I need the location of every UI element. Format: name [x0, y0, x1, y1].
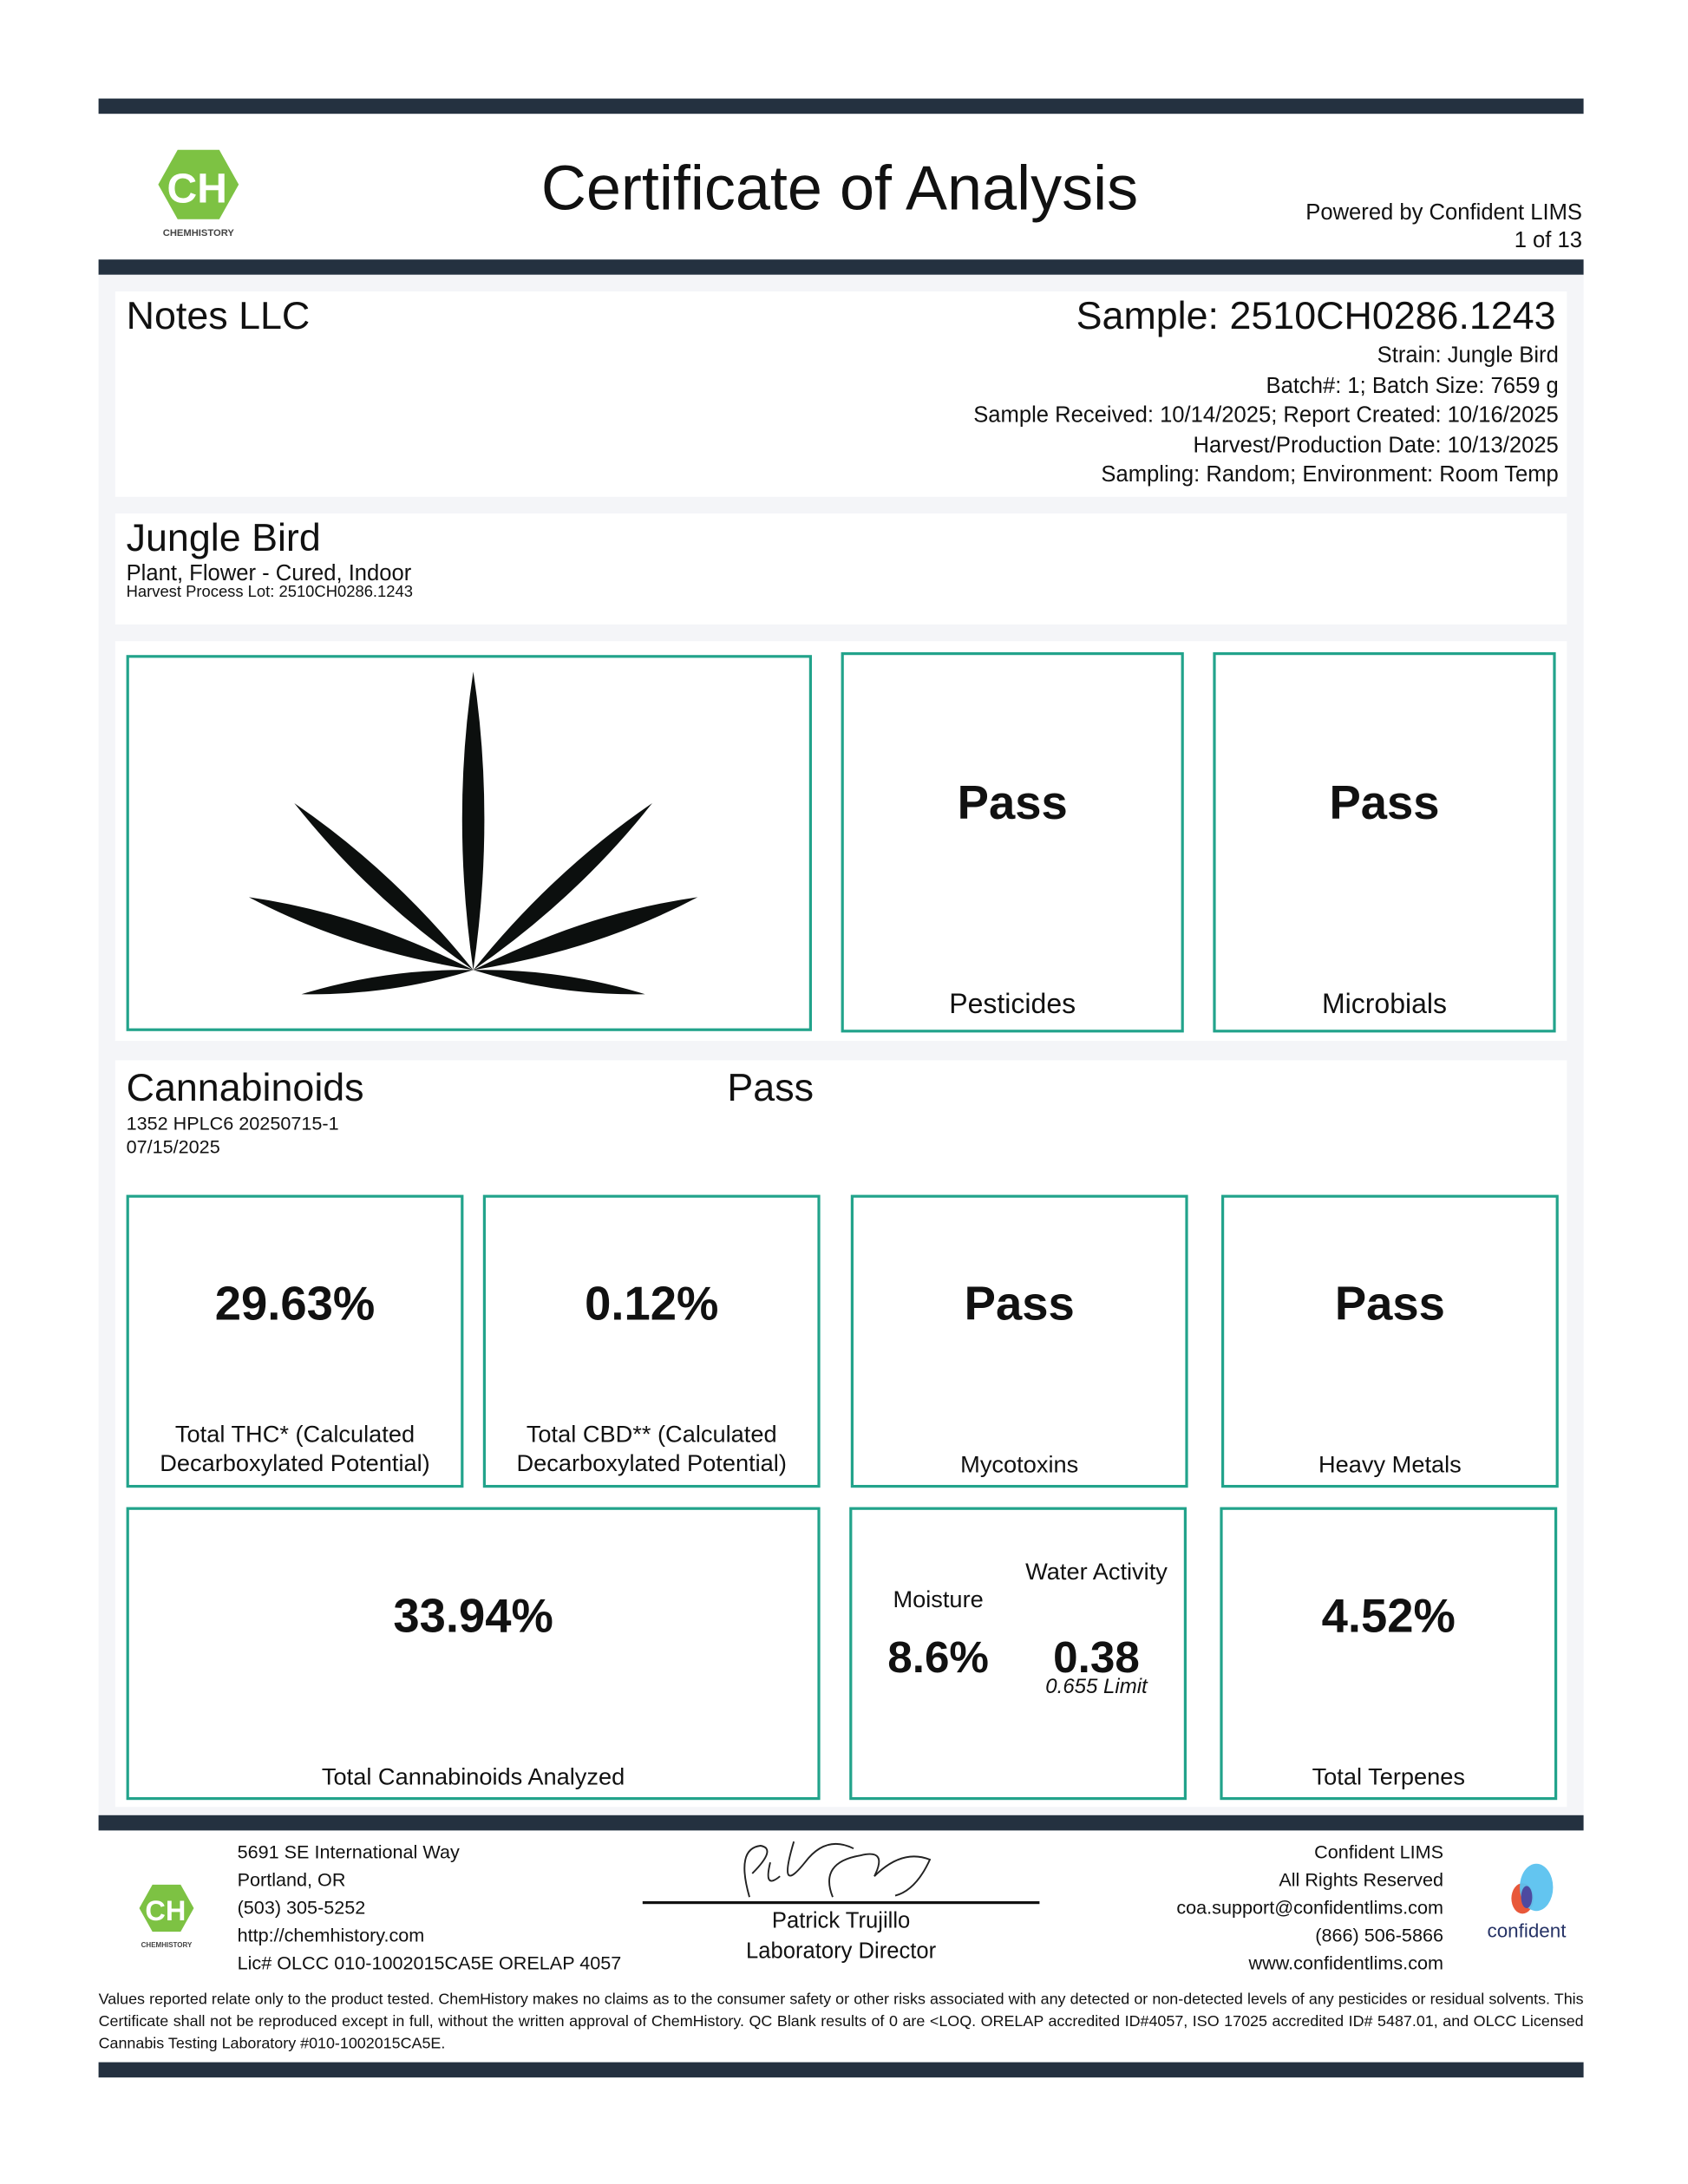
client-name: Notes LLC	[126, 294, 311, 337]
heavy-metals-box: Pass Heavy Metals	[1221, 1194, 1559, 1488]
product-lot: Harvest Process Lot: 2510CH0286.1243	[126, 584, 413, 601]
mycotoxins-label: Mycotoxins	[960, 1451, 1079, 1478]
chemhistory-logo: CH CHEMHISTORY	[155, 147, 241, 242]
license: Lic# OLCC 010-1002015CA5E ORELAP 4057	[237, 1952, 622, 1974]
lims-phone: (866) 506-5866	[1315, 1925, 1443, 1946]
terpenes-value: 4.52%	[1321, 1590, 1456, 1644]
lims-contact: Confident LIMS All Rights Reserved coa.s…	[1176, 1839, 1443, 1978]
header-bar	[98, 259, 1584, 275]
moisture-value: 8.6%	[887, 1631, 989, 1683]
sample-id: Sample: 2510CH0286.1243	[1076, 294, 1556, 337]
website-link[interactable]: http://chemhistory.com	[237, 1925, 425, 1946]
street: 5691 SE International Way	[237, 1841, 460, 1863]
terpenes-label: Total Terpenes	[1312, 1763, 1465, 1790]
lab-address: 5691 SE International Way Portland, OR (…	[238, 1839, 622, 1978]
cannabinoids-method: 1352 HPLC6 20250715-1	[126, 1113, 339, 1135]
footer-bar	[98, 1815, 1584, 1831]
top-bar	[98, 98, 1584, 114]
heavy-metals-label: Heavy Metals	[1318, 1451, 1462, 1478]
cbd-value: 0.12%	[585, 1278, 719, 1331]
product-image	[126, 655, 813, 1031]
cannabis-leaf-icon	[248, 671, 698, 995]
cbd-box: 0.12% Total CBD** (Calculated Decarboxyl…	[482, 1194, 821, 1488]
confident-logo: confident	[1474, 1860, 1580, 1941]
moisture-box: Moisture 8.6% Water Activity 0.38 0.655 …	[849, 1507, 1187, 1801]
signer-title: Laboratory Director	[746, 1939, 937, 1964]
thc-value: 29.63%	[214, 1278, 376, 1331]
dates: Sample Received: 10/14/2025; Report Crea…	[973, 403, 1559, 428]
product-card: Jungle Bird Plant, Flower - Cured, Indoo…	[114, 513, 1567, 624]
water-activity-limit: 0.655 Limit	[1045, 1675, 1148, 1699]
disclaimer: Values reported relate only to the produ…	[98, 1991, 1584, 2053]
client-card: Notes LLC Sample: 2510CH0286.1243 Strain…	[114, 291, 1567, 497]
sample-details: Strain: Jungle Bird Batch#: 1; Batch Siz…	[973, 342, 1559, 491]
pesticides-result: Pass	[957, 777, 1068, 830]
city: Portland, OR	[237, 1869, 346, 1891]
total-cannabinoids-label: Total Cannabinoids Analyzed	[321, 1763, 625, 1790]
total-cannabinoids-value: 33.94%	[393, 1590, 553, 1644]
chemhistory-footer-logo: CH CHEMHISTORY	[137, 1882, 195, 1950]
pesticides-label: Pesticides	[949, 989, 1076, 1020]
heavy-metals-result: Pass	[1334, 1278, 1445, 1331]
strain: Strain: Jungle Bird	[1377, 343, 1559, 368]
product-name: Jungle Bird	[126, 516, 321, 559]
page-number: 1 of 13	[1514, 229, 1582, 253]
moisture-label: Moisture	[893, 1586, 984, 1613]
cannabinoids-date: 07/15/2025	[126, 1136, 220, 1158]
batch: Batch#: 1; Batch Size: 7659 g	[1266, 374, 1559, 398]
powered-by: Powered by Confident LIMS	[1305, 201, 1582, 226]
rights: All Rights Reserved	[1279, 1869, 1443, 1891]
support-email[interactable]: coa.support@confidentlims.com	[1176, 1897, 1443, 1919]
thc-label: Total THC* (Calculated Decarboxylated Po…	[160, 1421, 430, 1477]
mycotoxins-result: Pass	[964, 1278, 1075, 1331]
bottom-bar	[98, 2062, 1584, 2078]
svg-text:CH: CH	[145, 1895, 186, 1926]
cannabinoids-title: Cannabinoids	[126, 1065, 364, 1109]
lims-name: Confident LIMS	[1314, 1841, 1443, 1863]
signer-name: Patrick Trujillo	[771, 1909, 911, 1933]
total-cannabinoids-box: 33.94% Total Cannabinoids Analyzed	[126, 1507, 821, 1801]
sampling: Sampling: Random; Environment: Room Temp	[1101, 463, 1559, 487]
terpenes-box: 4.52% Total Terpenes	[1220, 1507, 1558, 1801]
water-activity-value: 0.38	[1053, 1631, 1140, 1683]
microbials-label: Microbials	[1321, 989, 1448, 1020]
signature-image	[743, 1841, 932, 1898]
phone: (503) 305-5252	[237, 1897, 366, 1919]
pesticides-box: Pass Pesticides	[841, 652, 1184, 1033]
page-title: Certificate of Analysis	[540, 153, 1139, 224]
cannabinoids-result: Pass	[727, 1065, 814, 1109]
microbials-result: Pass	[1329, 777, 1440, 830]
product-type: Plant, Flower - Cured, Indoor	[126, 562, 412, 586]
signature-line	[642, 1901, 1040, 1905]
water-activity-label: Water Activity	[1025, 1558, 1168, 1586]
microbials-box: Pass Microbials	[1213, 652, 1556, 1033]
thc-box: 29.63% Total THC* (Calculated Decarboxyl…	[126, 1194, 464, 1488]
cbd-label: Total CBD** (Calculated Decarboxylated P…	[516, 1421, 787, 1477]
mycotoxins-box: Pass Mycotoxins	[850, 1194, 1188, 1488]
harvest-date: Harvest/Production Date: 10/13/2025	[1193, 434, 1559, 458]
svg-text:CH: CH	[167, 167, 227, 213]
lims-website[interactable]: www.confidentlims.com	[1248, 1952, 1443, 1974]
